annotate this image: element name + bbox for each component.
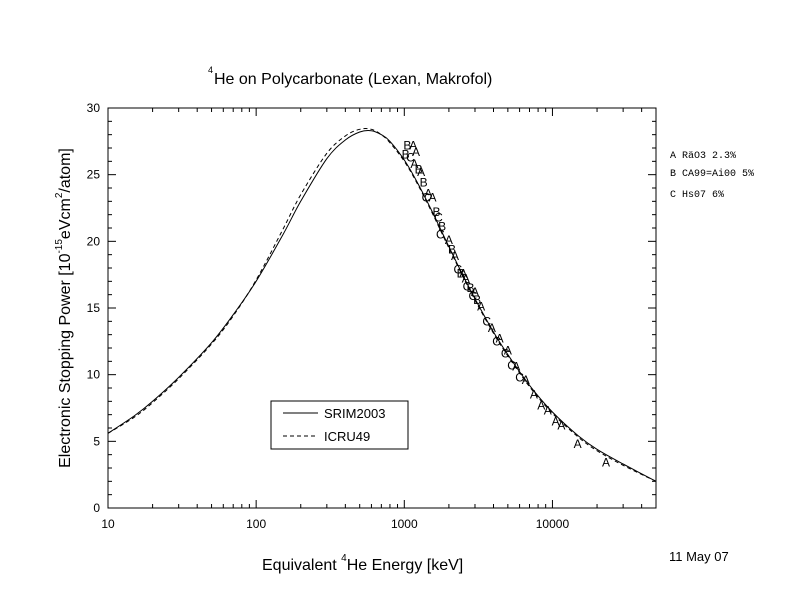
data-point-a: A (459, 266, 467, 280)
y-tick-label: 5 (93, 434, 100, 448)
data-point-c: C (492, 334, 501, 348)
data-point-c: C (501, 346, 510, 360)
data-point-a: A (537, 398, 545, 412)
data-point-a: A (471, 285, 479, 299)
y-tick-labels: 0 5 10 15 20 25 30 (87, 101, 101, 515)
x-label-sup: 4 (341, 553, 347, 564)
y-label-mid: eVcm (57, 198, 74, 239)
legend: SRIM2003 ICRU49 (270, 400, 409, 450)
legend-box (270, 400, 409, 450)
x-tick-label: 10000 (536, 517, 570, 531)
y-tick-label: 0 (93, 501, 100, 515)
data-point-a: A (451, 249, 459, 263)
data-point-a: A (530, 388, 538, 402)
data-point-a: A (602, 456, 610, 470)
data-point-a: A (410, 157, 418, 171)
icru49-curve (107, 128, 657, 482)
data-point-b: B (473, 293, 481, 307)
date-stamp: 11 May 07 (669, 549, 729, 564)
data-point-a: A (557, 418, 565, 432)
y-tick-label: 25 (87, 168, 101, 182)
data-point-c: C (406, 150, 415, 164)
data-point-c: C (468, 289, 477, 303)
reference-key-b: B CA99=Ai00 5% (670, 168, 754, 180)
data-point-a: A (512, 360, 520, 374)
chart-title: 4 He on Polycarbonate (Lexan, Makrofol) (208, 65, 492, 88)
x-tick-labels: 10 100 1000 10000 (101, 517, 569, 531)
data-point-b: B (438, 220, 446, 234)
y-label-sup1: -15 (54, 239, 65, 254)
axis-ticks (107, 107, 656, 509)
data-point-c: C (436, 228, 445, 242)
data-point-b: B (457, 266, 465, 280)
data-point-a: A (544, 404, 552, 418)
data-point-a: A (428, 190, 436, 204)
data-point-b: B (415, 162, 423, 176)
data-point-c: C (434, 210, 443, 224)
data-point-a: A (477, 300, 485, 314)
y-tick-label: 30 (87, 101, 101, 115)
y-tick-label: 20 (87, 234, 101, 248)
data-point-a: A (424, 186, 432, 200)
y-label-main: Electronic Stopping Power [10 (57, 253, 74, 467)
x-label-post: He Energy [keV] (347, 557, 464, 574)
data-point-c: C (507, 358, 516, 372)
srim2003-curve (107, 129, 657, 482)
data-point-c: C (422, 190, 431, 204)
legend-label-icru: ICRU49 (324, 429, 370, 444)
data-point-a: A (462, 272, 470, 286)
reference-key-c: C Hs07 6% (670, 190, 724, 201)
data-point-a: A (552, 414, 560, 428)
legend-label-srim: SRIM2003 (324, 406, 385, 421)
x-tick-label: 1000 (391, 517, 418, 531)
series-curves (107, 128, 657, 482)
data-point-c: C (463, 280, 472, 294)
data-point-a: A (445, 233, 453, 247)
y-tick-label: 10 (87, 368, 101, 382)
data-point-b: B (433, 205, 441, 219)
x-label-pre: Equivalent (262, 557, 341, 574)
data-point-a: A (496, 332, 504, 346)
x-axis-label: Equivalent 4He Energy [keV] (262, 553, 463, 574)
data-point-b: B (402, 148, 410, 162)
data-point-b: B (448, 242, 456, 256)
y-label-end: /atom] (57, 148, 74, 192)
y-tick-label: 15 (87, 301, 101, 315)
data-point-a: A (522, 373, 530, 387)
data-point-a: A (412, 145, 420, 159)
data-point-a: A (488, 321, 496, 335)
data-point-c: C (454, 262, 463, 276)
title-text: He on Polycarbonate (Lexan, Makrofol) (214, 71, 492, 88)
data-point-c: C (515, 370, 524, 384)
title-superscript: 4 (208, 65, 213, 75)
reference-key-a: A RäO3 2.3% (670, 150, 736, 162)
data-point-a: A (409, 138, 417, 152)
y-label-sup2: 2 (54, 192, 65, 198)
reference-key: A RäO3 2.3% B CA99=Ai00 5% C Hs07 6% (670, 150, 754, 201)
x-tick-label: 10 (101, 517, 115, 531)
data-point-a: A (504, 344, 512, 358)
data-point-a: A (417, 165, 425, 179)
data-point-b: B (420, 176, 428, 190)
data-point-a: A (574, 437, 582, 451)
y-axis-label: Electronic Stopping Power [10-15eVcm2/at… (54, 148, 74, 468)
x-tick-label: 100 (246, 517, 266, 531)
data-point-b: B (467, 281, 475, 295)
data-point-b: B (403, 138, 411, 152)
data-point-c: C (482, 314, 491, 328)
